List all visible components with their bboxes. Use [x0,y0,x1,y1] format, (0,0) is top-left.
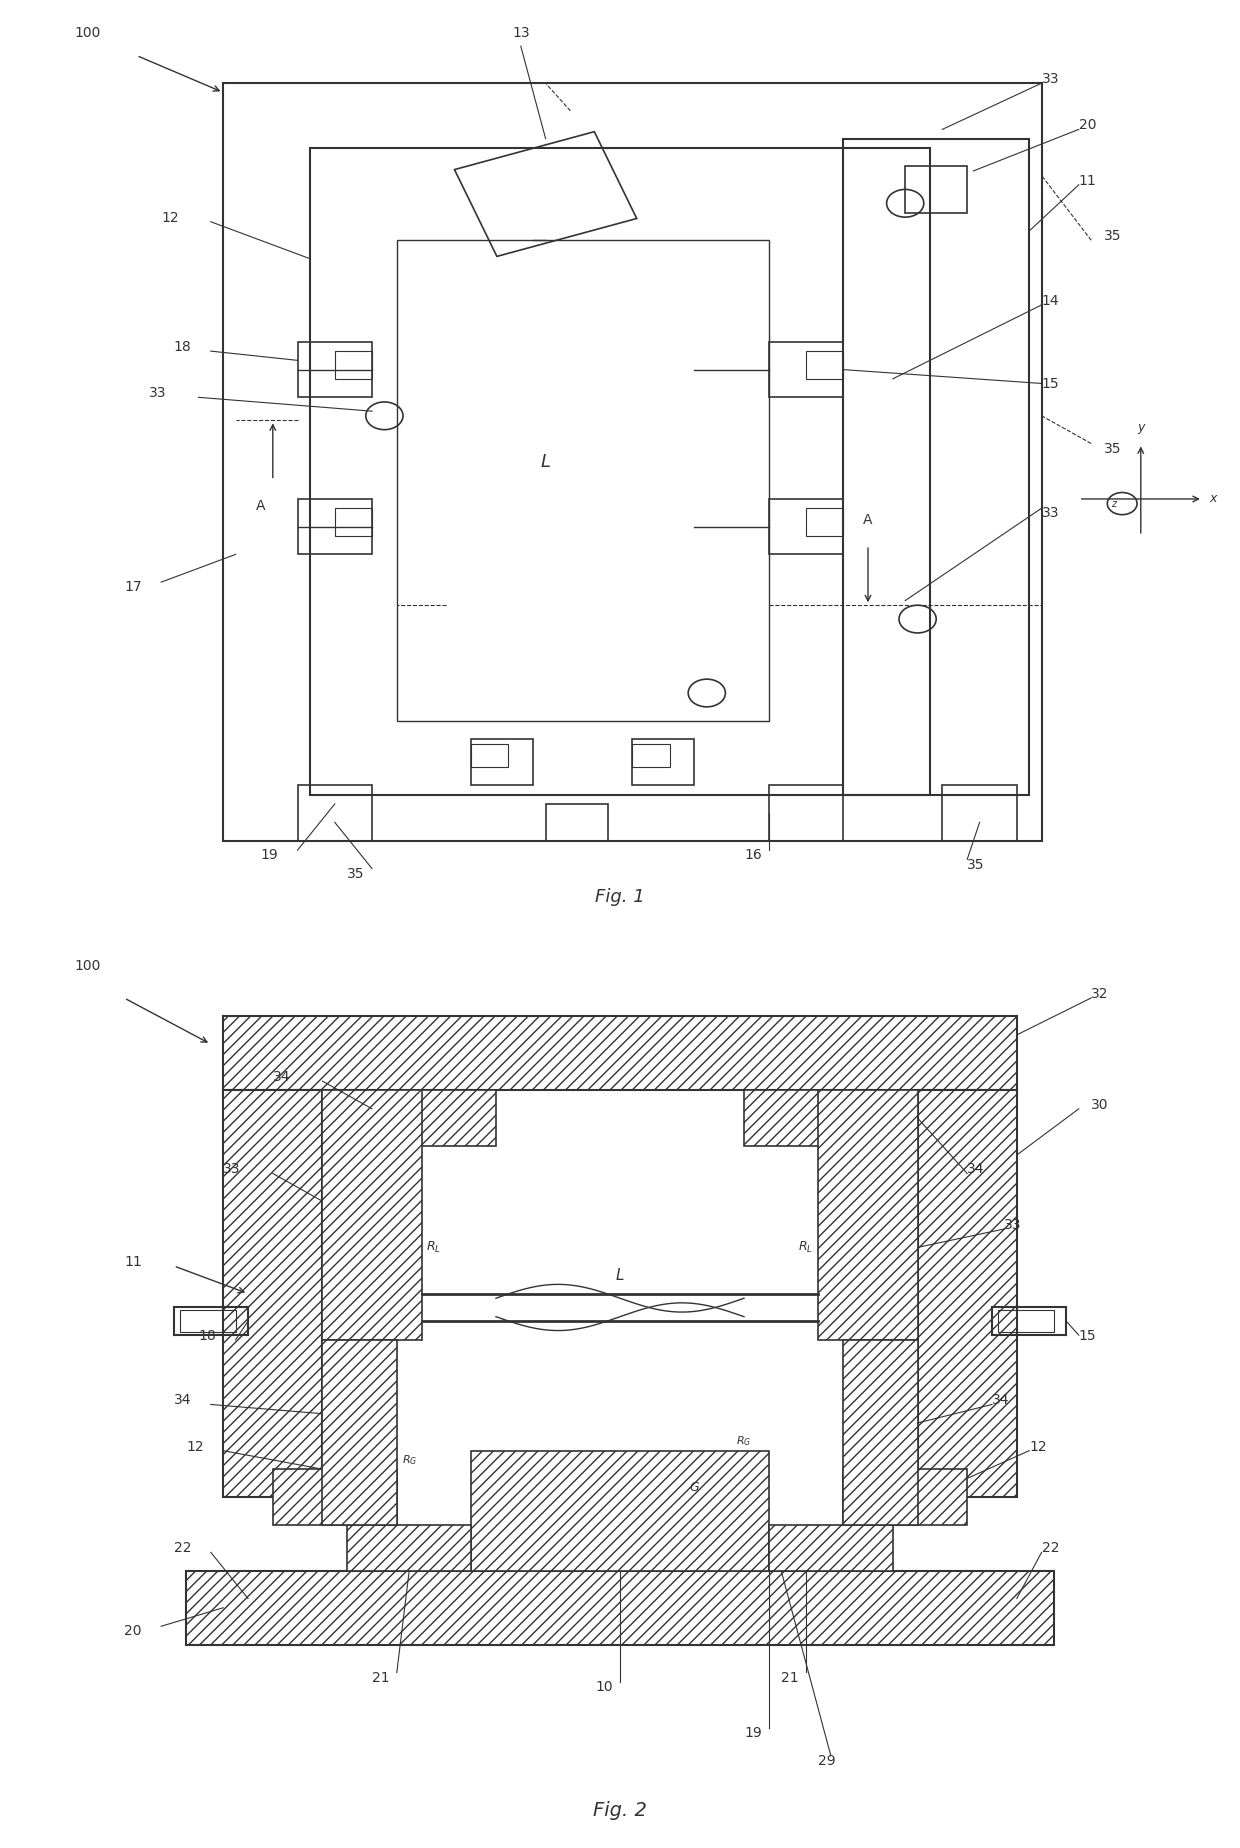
Text: 29: 29 [818,1754,836,1769]
Text: G: G [689,1480,699,1495]
Bar [186,1571,1054,1645]
Text: 19: 19 [744,1726,761,1741]
Bar [843,1340,918,1525]
Bar [769,1525,893,1571]
Text: 100: 100 [74,959,100,974]
Text: 100: 100 [74,26,100,41]
Bar [322,1090,496,1146]
Text: 32: 32 [1091,987,1109,1002]
Text: 18: 18 [174,340,191,355]
Bar [806,351,843,379]
Bar [471,1451,769,1571]
Bar [632,739,694,785]
Bar [180,1310,236,1332]
Bar [223,1090,322,1497]
Text: 15: 15 [1042,377,1059,392]
Text: 15: 15 [1079,1329,1096,1343]
Text: 34: 34 [174,1393,191,1408]
Text: $R_L$: $R_L$ [427,1240,441,1255]
Text: 34: 34 [967,1162,985,1177]
Text: $R_L$: $R_L$ [799,1240,813,1255]
Text: 35: 35 [347,867,365,881]
Bar [471,745,508,767]
Text: 33: 33 [1004,1218,1022,1233]
Bar [744,1090,918,1146]
Text: 34: 34 [273,1070,290,1085]
Text: 14: 14 [1042,294,1059,309]
Bar [298,785,372,841]
Bar [769,342,843,397]
Bar [397,240,769,721]
Bar [335,351,372,379]
Text: 30: 30 [1091,1098,1109,1112]
Text: 12: 12 [1029,1440,1047,1454]
Text: 33: 33 [1042,506,1059,521]
Text: A: A [255,499,265,514]
Text: 35: 35 [1104,229,1121,244]
Bar [322,1090,422,1340]
Text: 34: 34 [992,1393,1009,1408]
Text: 18: 18 [198,1329,216,1343]
Bar [322,1340,397,1525]
Text: 19: 19 [260,848,278,863]
Bar [918,1090,1017,1497]
Text: z: z [1111,499,1116,508]
Bar [310,148,930,795]
Text: 33: 33 [1042,72,1059,87]
Text: 10: 10 [595,1680,613,1695]
Bar [998,1310,1054,1332]
Bar [942,785,1017,841]
Text: L: L [541,453,551,471]
Bar [818,1090,918,1340]
Text: 21: 21 [781,1671,799,1685]
Text: 12: 12 [186,1440,203,1454]
Bar [632,745,670,767]
Text: y: y [1137,421,1145,434]
Text: 33: 33 [223,1162,241,1177]
Bar [806,508,843,536]
Text: 35: 35 [1104,442,1121,456]
Text: 11: 11 [124,1255,141,1270]
Text: 16: 16 [744,848,761,863]
Text: 13: 13 [512,26,529,41]
Text: $R_G$: $R_G$ [402,1453,417,1467]
Text: Fig. 1: Fig. 1 [595,887,645,906]
Text: 17: 17 [124,580,141,595]
Text: 22: 22 [174,1541,191,1556]
Text: 33: 33 [149,386,166,401]
Text: 22: 22 [1042,1541,1059,1556]
Bar [223,1016,1017,1090]
Bar [769,499,843,554]
Bar [347,1525,471,1571]
Text: 21: 21 [372,1671,389,1685]
Bar [471,739,533,785]
Bar [335,508,372,536]
Text: 20: 20 [124,1624,141,1639]
Bar [843,139,1029,795]
Bar [298,499,372,554]
Bar [546,804,608,841]
Text: A: A [863,512,873,527]
Text: L: L [616,1268,624,1283]
Text: 35: 35 [967,857,985,872]
Text: x: x [1209,492,1216,506]
Text: $R_G$: $R_G$ [737,1434,751,1449]
Bar [298,342,372,397]
Bar [843,1469,967,1525]
Text: 20: 20 [1079,118,1096,133]
Bar [905,166,967,213]
Bar [273,1469,397,1525]
Bar [223,83,1042,841]
Text: 11: 11 [1079,174,1096,188]
Bar [769,785,843,841]
Text: Fig. 2: Fig. 2 [593,1802,647,1820]
Text: 12: 12 [161,211,179,225]
